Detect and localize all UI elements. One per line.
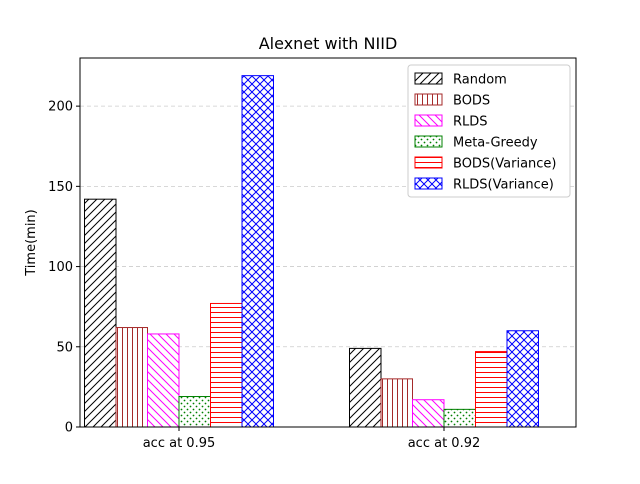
bars [84, 75, 539, 428]
x-tick-label: acc at 0.92 [408, 436, 481, 451]
plot-frame [79, 57, 577, 428]
y-tick-label: 200 [48, 100, 73, 115]
bar-meta-greedy-0 [178, 396, 211, 428]
legend-label: Random [453, 73, 507, 88]
y-tick-label: 50 [56, 340, 73, 355]
bar-bods-0 [115, 327, 148, 428]
x-axis: acc at 0.95 acc at 0.92 [143, 427, 481, 451]
legend-swatch [414, 114, 443, 127]
bar-bods-variance-1 [475, 351, 508, 428]
legend-label: RLDS [453, 115, 488, 130]
legend: Random BODS RLDS Meta-Greedy BODS(Variance) R… [407, 64, 571, 198]
y-axis-label: Time(min) [24, 209, 39, 276]
y-tick-label: 100 [48, 260, 73, 275]
legend-label: BODS [453, 94, 490, 109]
bar-random-0 [84, 198, 117, 428]
legend-swatch [414, 135, 443, 148]
x-tick-label: acc at 0.95 [143, 436, 216, 451]
y-axis: 0 50 100 150 200 [48, 100, 80, 436]
legend-swatch [414, 177, 443, 190]
bar-bods-variance-0 [210, 302, 243, 428]
legend-label: BODS(Variance) [453, 157, 557, 172]
bar-bods-1 [380, 378, 413, 428]
legend-swatch [414, 93, 443, 106]
y-tick-label: 150 [48, 180, 73, 195]
legend-label: RLDS(Variance) [453, 178, 554, 193]
bar-rlds-1 [412, 399, 445, 428]
bar-meta-greedy-1 [443, 408, 476, 428]
bar-rlds-variance-1 [506, 330, 539, 428]
legend-label: Meta-Greedy [453, 136, 538, 151]
legend-swatch [414, 156, 443, 169]
legend-swatch [414, 72, 443, 85]
bar-rlds-0 [147, 333, 180, 428]
y-tick-label: 0 [65, 421, 73, 436]
legend-frame [407, 64, 571, 198]
bar-random-1 [349, 347, 382, 428]
bar-rlds-variance-0 [241, 75, 274, 428]
chart-title: Alexnet with NIID [259, 34, 398, 53]
